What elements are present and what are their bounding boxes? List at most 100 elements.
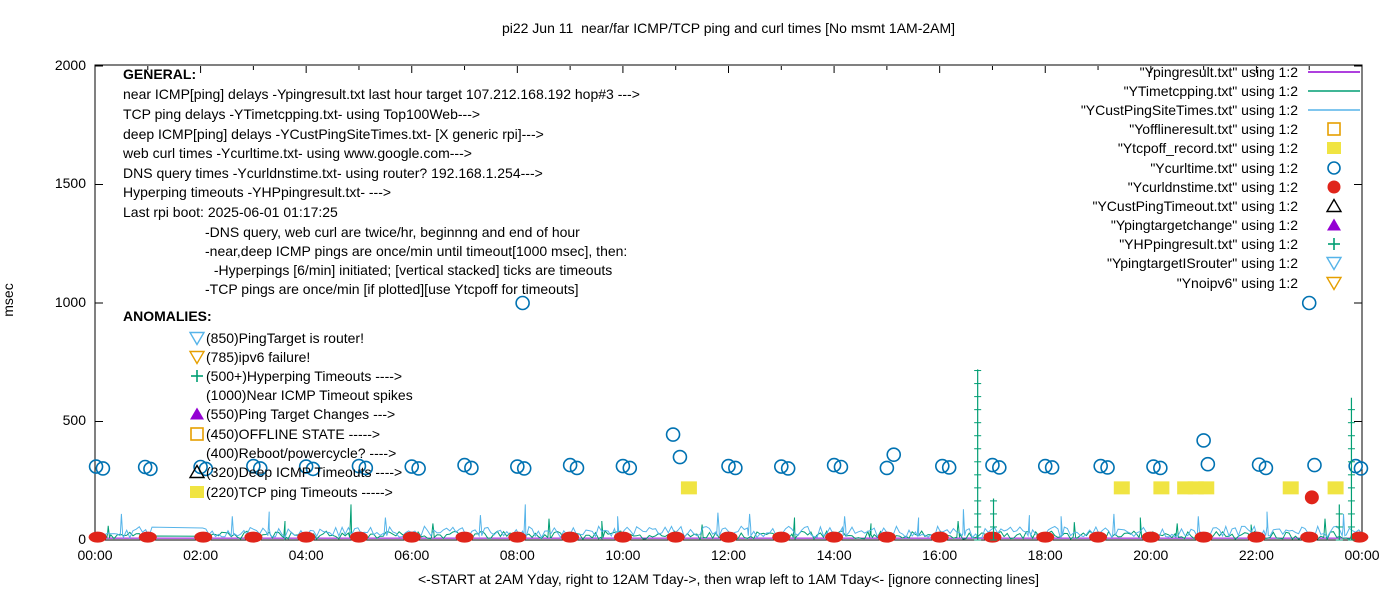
legend-label: "Ycurltime.txt" using 1:2 (1150, 159, 1298, 176)
anomaly-text: (400)Reboot/powercycle? ----> (206, 444, 397, 461)
general-line: near ICMP[ping] delays -Ypingresult.txt … (123, 86, 640, 102)
anomaly-item: (220)TCP ping Timeouts -----> (188, 482, 393, 501)
anomaly-item: (785)ipv6 failure! (188, 347, 310, 366)
line-icon (1306, 83, 1362, 99)
legend-row: "Yofflineresult.txt" using 1:2 (1081, 120, 1362, 139)
x-tick-label: 06:00 (394, 547, 430, 563)
general-line: Last rpi boot: 2025-06-01 01:17:25 (123, 204, 338, 220)
legend: "Ypingresult.txt" using 1:2 "YTimetcppin… (1081, 62, 1362, 292)
anomalies-heading: ANOMALIES: (123, 308, 212, 324)
anomaly-item: (1000)Near ICMP Timeout spikes (188, 385, 413, 404)
chart-title: pi22 Jun 11 near/far ICMP/TCP ping and c… (501, 20, 956, 36)
circle-icon (1306, 160, 1362, 176)
legend-label: "Ynoipv6" using 1:2 (1176, 274, 1298, 291)
y-tick-label: 0 (78, 531, 86, 547)
legend-label: "Ycurldnstime.txt" using 1:2 (1127, 178, 1298, 195)
general-note: -Hyperpings [6/min] initiated; [vertical… (210, 262, 613, 278)
y-axis-label: msec (0, 283, 16, 317)
triangle-icon (188, 463, 206, 480)
y-tick-label: 1000 (54, 294, 86, 310)
y-tick-label: 1500 (54, 175, 86, 191)
legend-row: "Ycurldnstime.txt" using 1:2 (1081, 177, 1362, 196)
x-tick-label: 02:00 (183, 547, 219, 563)
legend-label: "YCustPingSiteTimes.txt" using 1:2 (1080, 101, 1298, 118)
down-triangle-icon (1306, 255, 1362, 272)
x-tick-label: 08:00 (499, 547, 535, 563)
general-line: DNS query times -Ycurldnstime.txt- using… (123, 165, 543, 181)
x-tick-label: 14:00 (816, 547, 852, 563)
general-line: deep ICMP[ping] delays -YCustPingSiteTim… (123, 126, 544, 142)
legend-label: "YCustPingTimeout.txt" using 1:2 (1092, 197, 1298, 214)
anomaly-text: (500+)Hyperping Timeouts ----> (206, 367, 403, 384)
down-triangle-icon (188, 330, 206, 346)
no-marker (188, 445, 206, 461)
legend-label: "Ypingresult.txt" using 1:2 (1139, 63, 1298, 80)
anomaly-text: (785)ipv6 failure! (206, 348, 311, 365)
legend-row: "YCustPingTimeout.txt" using 1:2 (1081, 196, 1362, 215)
x-tick-label: 16:00 (922, 547, 958, 563)
legend-row: "YpingtargetISrouter" using 1:2 (1081, 254, 1362, 273)
general-line: web curl times -Ycurltime.txt- using www… (123, 145, 472, 161)
legend-label: "YpingtargetISrouter" using 1:2 (1106, 255, 1298, 272)
anomaly-text: (1000)Near ICMP Timeout spikes (206, 386, 413, 403)
legend-row: "Ynoipv6" using 1:2 (1081, 273, 1362, 292)
legend-label: "YTimetcpping.txt" using 1:2 (1123, 82, 1298, 99)
anomaly-item: (550)Ping Target Changes ---> (188, 404, 395, 423)
triangle-icon (1306, 198, 1362, 214)
x-tick-label: 22:00 (1238, 547, 1274, 563)
legend-row: "Ypingresult.txt" using 1:2 (1081, 62, 1362, 81)
general-note: -DNS query, web curl are twice/hr, begin… (205, 224, 580, 240)
y-tick-label: 2000 (54, 57, 86, 73)
x-tick-label: 04:00 (288, 547, 324, 563)
anomaly-text: (320)Deep ICMP Timeouts ----> (206, 463, 403, 480)
legend-row: "Ytcpoff_record.txt" using 1:2 (1081, 139, 1362, 158)
series-YTimetcpping.txt (94, 504, 1363, 541)
line-icon (1306, 64, 1362, 80)
anomaly-item: (320)Deep ICMP Timeouts ----> (188, 462, 402, 481)
legend-row: "Ycurltime.txt" using 1:2 (1081, 158, 1362, 177)
triangle-icon (188, 406, 206, 422)
anomaly-text: (450)OFFLINE STATE -----> (206, 425, 381, 442)
anomaly-item: (500+)Hyperping Timeouts ----> (188, 366, 402, 385)
down-triangle-icon (1306, 275, 1362, 291)
square-icon (188, 484, 206, 500)
x-tick-label: 10:00 (605, 547, 641, 563)
line-icon (1306, 102, 1362, 118)
plus-icon (188, 368, 206, 384)
general-line: Hyperping timeouts -YHPpingresult.txt- -… (123, 184, 392, 200)
anomaly-text: (550)Ping Target Changes ---> (206, 405, 396, 422)
legend-row: "Ypingtargetchange" using 1:2 (1081, 216, 1362, 235)
anomaly-item: (850)PingTarget is router! (188, 328, 364, 347)
anomaly-text: (850)PingTarget is router! (206, 329, 364, 346)
y-tick-label: 500 (62, 412, 86, 428)
x-tick-label: 00:00 (77, 547, 113, 563)
anomaly-text: (220)TCP ping Timeouts -----> (206, 483, 393, 500)
x-axis-label: <-START at 2AM Yday, right to 12AM Tday-… (417, 571, 1040, 587)
anomaly-item: (400)Reboot/powercycle? ----> (188, 443, 396, 462)
general-line: TCP ping delays -YTimetcpping.txt- using… (123, 106, 481, 122)
circle-icon (1306, 179, 1362, 195)
down-triangle-icon (188, 349, 206, 365)
general-heading: GENERAL: (123, 66, 197, 82)
legend-row: "YTimetcpping.txt" using 1:2 (1081, 81, 1362, 100)
general-note: -TCP pings are once/min [if plotted][use… (205, 281, 579, 297)
x-tick-label: 18:00 (1027, 547, 1063, 563)
x-tick-label: 20:00 (1133, 547, 1169, 563)
legend-label: "Ypingtargetchange" using 1:2 (1110, 217, 1298, 234)
triangle-icon (1306, 217, 1362, 233)
plus-icon (1306, 236, 1362, 252)
no-marker (188, 387, 206, 403)
legend-row: "YHPpingresult.txt" using 1:2 (1081, 235, 1362, 254)
x-tick-label: 12:00 (710, 547, 747, 563)
legend-label: "Yofflineresult.txt" using 1:2 (1129, 121, 1298, 138)
anomaly-item: (450)OFFLINE STATE -----> (188, 424, 380, 443)
general-note: -near,deep ICMP pings are once/min until… (205, 243, 628, 259)
x-tick-label: 00:00 (1344, 547, 1380, 563)
square-icon (1306, 121, 1362, 137)
legend-label: "Ytcpoff_record.txt" using 1:2 (1117, 140, 1298, 157)
legend-row: "YCustPingSiteTimes.txt" using 1:2 (1081, 100, 1362, 119)
square-icon (188, 426, 206, 442)
square-icon (1306, 140, 1362, 156)
